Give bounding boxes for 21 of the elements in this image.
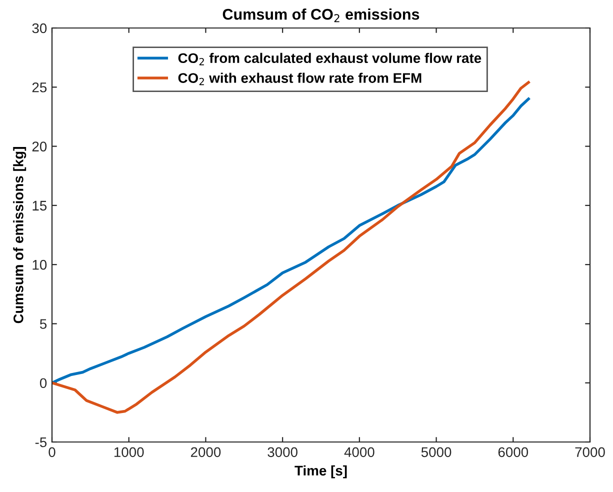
x-tick-label: 7000 bbox=[575, 447, 605, 458]
y-tick-label: 5 bbox=[40, 319, 47, 329]
x-tick-label: 6000 bbox=[498, 447, 528, 458]
y-tick-label: 30 bbox=[32, 23, 47, 34]
x-tick-label: 1000 bbox=[114, 447, 144, 458]
x-tick-label: 5000 bbox=[421, 447, 452, 458]
y-axis-title: Cumsum of emissions [kg] bbox=[13, 147, 26, 324]
y-tick-label: 10 bbox=[32, 260, 47, 270]
x-tick-label: 3000 bbox=[268, 447, 298, 458]
chart-title: Cumsum of CO$_{2}$ emissions bbox=[222, 8, 420, 22]
x-tick-label: 2000 bbox=[190, 447, 221, 458]
y-tick-label: 0 bbox=[40, 378, 47, 388]
legend-label: CO$_{2}$ with exhaust flow rate from EFM bbox=[178, 72, 422, 86]
legend-label: CO$_{2}$ from calculated exhaust volume flow rate bbox=[178, 52, 482, 66]
x-tick-label: 0 bbox=[48, 447, 56, 458]
y-tick-label: 25 bbox=[32, 82, 47, 92]
x-tick-label: 4000 bbox=[344, 447, 374, 458]
y-tick-label: 20 bbox=[32, 142, 47, 152]
x-axis-title: Time [s] bbox=[294, 465, 347, 478]
y-tick-label: -5 bbox=[35, 437, 47, 448]
y-tick-label: 15 bbox=[32, 200, 47, 211]
